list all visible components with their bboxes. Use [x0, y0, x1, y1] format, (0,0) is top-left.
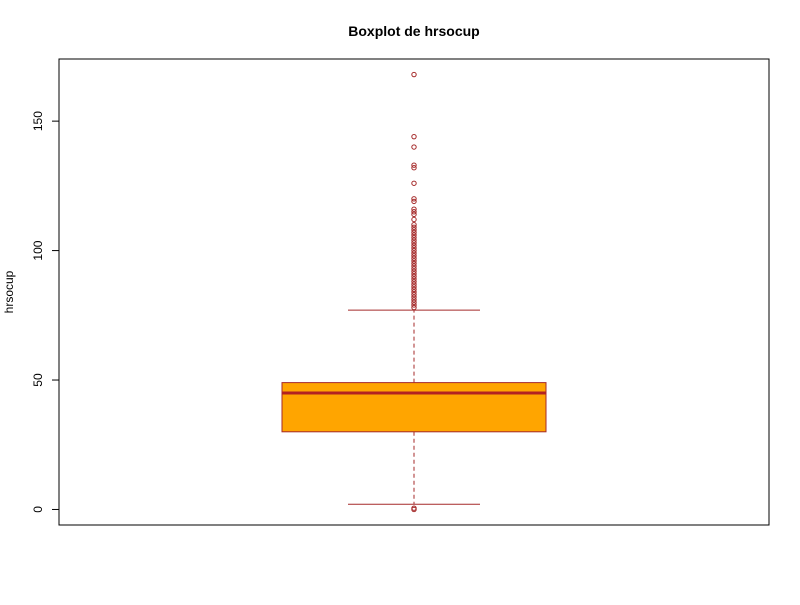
outliers-group [411, 71, 417, 513]
outlier-point [411, 289, 417, 295]
y-axis: 0 50 100 150 [31, 111, 60, 513]
outlier-point [411, 71, 417, 78]
outlier-point [411, 209, 417, 215]
y-axis-label: hrsocup [2, 270, 16, 313]
iqr-box [281, 382, 547, 433]
box-group [281, 309, 547, 505]
outlier-point [411, 281, 417, 287]
outlier-point [411, 144, 417, 150]
outlier-point [411, 258, 417, 264]
y-tick-label: 0 [31, 506, 45, 513]
y-tick-label: 150 [31, 111, 45, 131]
outlier-point [411, 224, 417, 230]
outlier-point [411, 162, 417, 168]
y-tick-label: 50 [31, 373, 45, 387]
outlier-point [411, 294, 417, 300]
outlier-point [411, 299, 417, 306]
outlier-point [411, 253, 417, 259]
outlier-point [411, 247, 417, 254]
outlier-point [411, 260, 417, 267]
outlier-point [411, 133, 417, 140]
outlier-point [411, 240, 417, 246]
outlier-point [411, 505, 417, 511]
outlier-point [411, 278, 417, 285]
outlier-point [411, 196, 417, 202]
outlier-point [411, 180, 417, 186]
outlier-point [411, 237, 417, 243]
outlier-point [411, 263, 417, 269]
outlier-point [411, 229, 417, 236]
outlier-point [411, 165, 417, 171]
outlier-point [411, 221, 417, 228]
outlier-point [411, 232, 417, 238]
outlier-point [411, 250, 417, 256]
outlier-point [411, 276, 417, 282]
outlier-point [411, 245, 417, 251]
outlier-point [411, 198, 417, 205]
outlier-point [411, 266, 417, 272]
outlier-point [411, 242, 417, 249]
outlier-point [411, 271, 417, 277]
outlier-point [411, 255, 417, 262]
outlier-point [411, 211, 417, 218]
outlier-point [411, 304, 417, 311]
outlier-point [411, 286, 417, 293]
outlier-point [411, 227, 417, 233]
outlier-point [411, 216, 417, 223]
outlier-point [411, 206, 417, 212]
outlier-point [411, 273, 417, 280]
outlier-point [411, 297, 417, 303]
y-tick-label: 100 [31, 240, 45, 260]
outlier-point [411, 302, 417, 308]
outlier-point [411, 284, 417, 290]
outlier-point [411, 234, 417, 241]
outlier-point [411, 268, 417, 274]
chart-title: Boxplot de hrsocup [348, 23, 479, 39]
outlier-point [411, 291, 417, 298]
